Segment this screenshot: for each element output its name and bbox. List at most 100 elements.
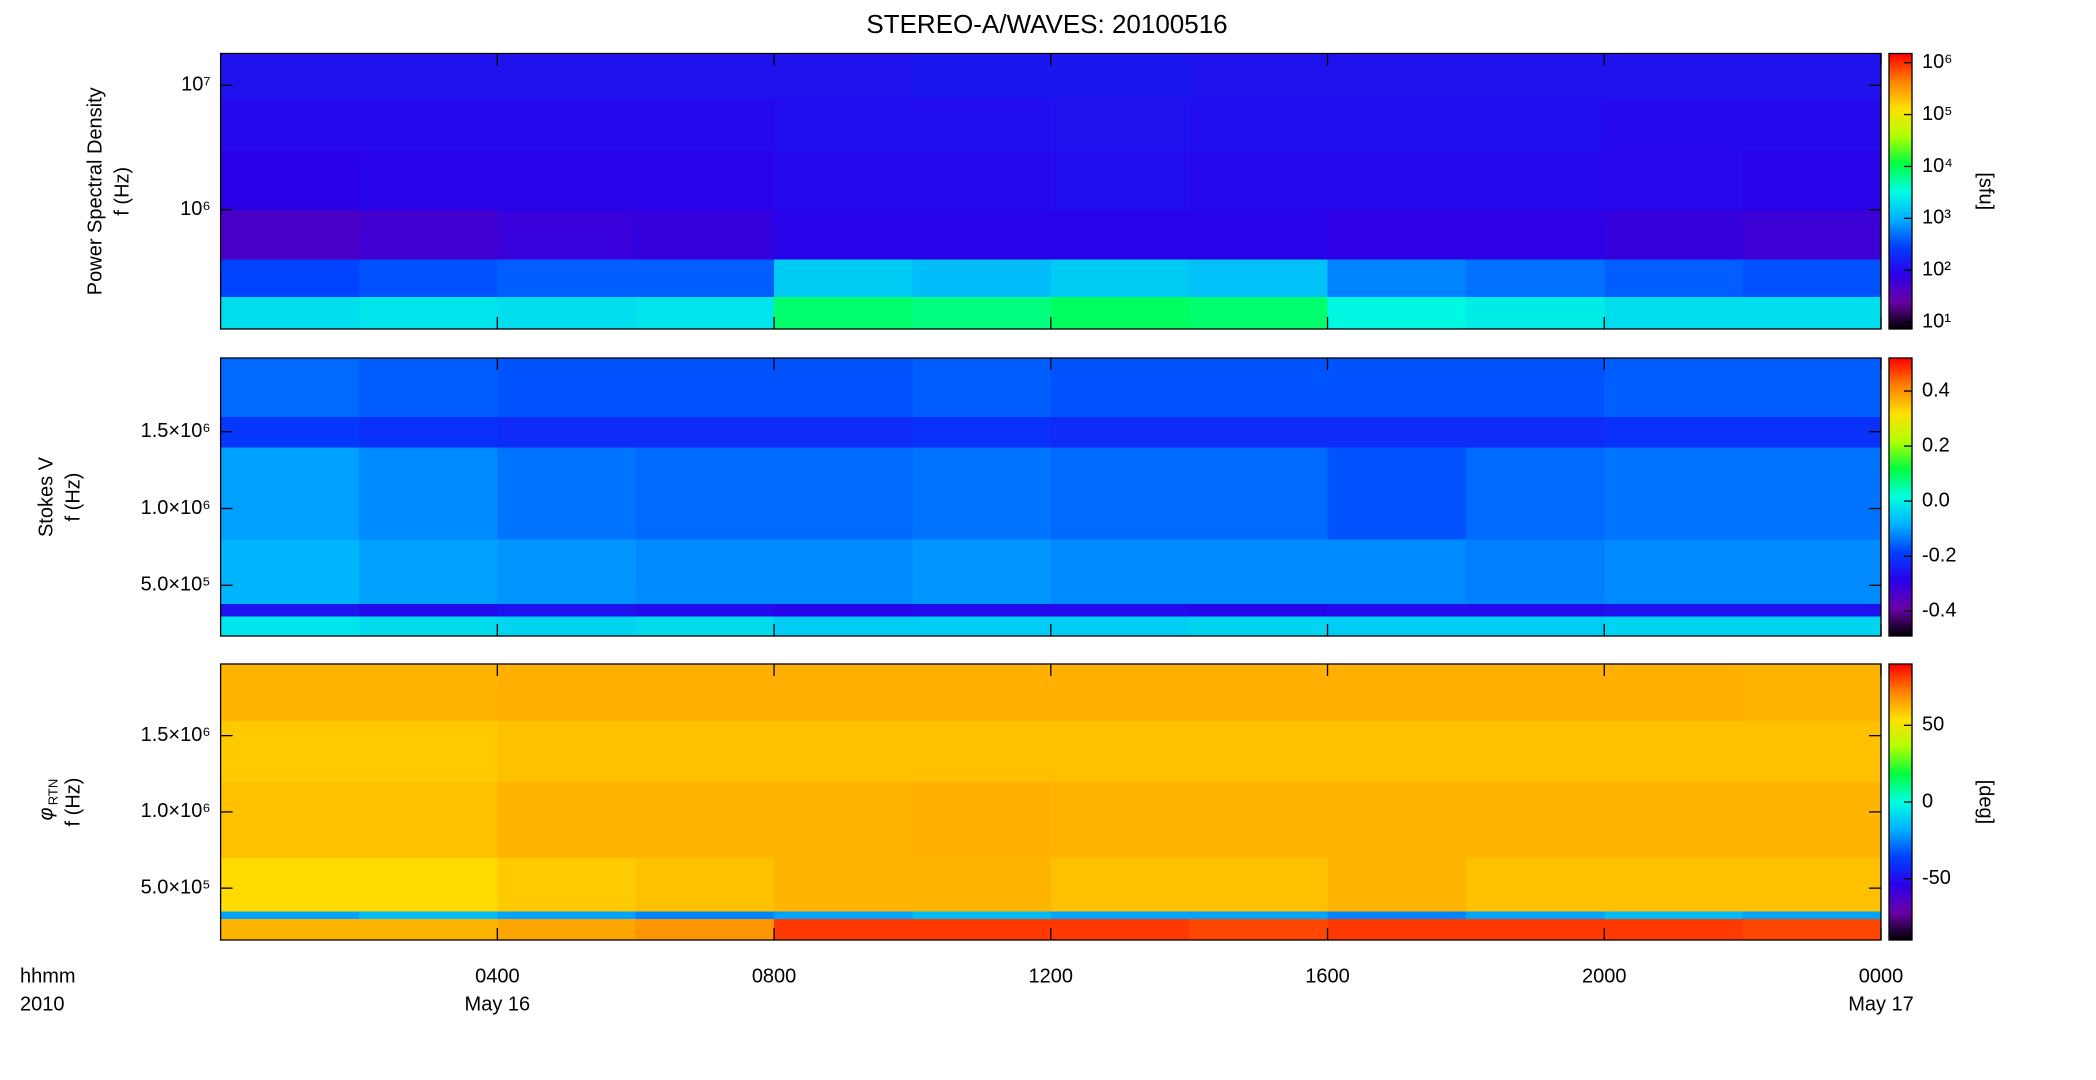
colorbar-tick-label: 50 <box>1922 714 1944 736</box>
y-tick-label: 1.5×10⁶ <box>141 420 211 442</box>
heatmap-cell <box>1050 603 1190 617</box>
heatmap-cell <box>1189 259 1329 298</box>
y-axis-unit-label: f (Hz) <box>62 473 84 522</box>
heatmap-cell <box>1604 97 1744 151</box>
heatmap-cell <box>774 539 913 605</box>
heatmap-cell <box>912 53 1052 98</box>
chart-title: STEREO-A/WAVES: 20100516 <box>866 9 1227 39</box>
heatmap-cell <box>635 911 775 920</box>
y-tick-label: 1.0×10⁶ <box>141 800 211 822</box>
heatmap-cell <box>1050 97 1190 151</box>
heatmap-cell <box>912 150 1052 211</box>
heatmap-cell <box>1604 259 1744 298</box>
heatmap-cell <box>220 603 360 617</box>
heatmap-cell <box>497 97 637 151</box>
colorbar-tick-label: -0.2 <box>1922 544 1956 566</box>
y-tick-label: 10⁷ <box>181 74 210 96</box>
heatmap-cell <box>220 857 360 912</box>
heatmap-cell <box>774 150 913 211</box>
heatmap-cell <box>358 603 498 617</box>
heatmap-cell <box>1465 918 1605 941</box>
heatmap-cell <box>497 416 637 448</box>
heatmap-cell <box>1327 720 1467 782</box>
heatmap-cell <box>774 720 913 782</box>
heatmap-cell <box>220 416 360 448</box>
heatmap-cell <box>358 296 498 330</box>
heatmap-cell <box>1604 664 1744 721</box>
heatmap-cell <box>220 911 360 920</box>
heatmap-cell <box>1604 150 1744 211</box>
heatmap-cell <box>220 296 360 330</box>
heatmap-cell <box>1465 358 1605 417</box>
heatmap-cell <box>1050 209 1190 260</box>
heatmap-cell <box>1327 150 1467 211</box>
heatmap-cell <box>774 97 913 151</box>
heatmap-cell <box>1050 150 1190 211</box>
heatmap-cell <box>1327 296 1467 330</box>
heatmap-cell <box>1189 781 1329 859</box>
heatmap-cell <box>1742 720 1882 782</box>
colorbar-tick-label: 10¹ <box>1922 310 1951 332</box>
heatmap-cell <box>220 97 360 151</box>
y-axis-label: Stokes V <box>35 456 57 537</box>
heatmap-cell <box>497 539 637 605</box>
heatmap-cell <box>1742 918 1882 941</box>
heatmap-cell <box>220 259 360 298</box>
heatmap-cell <box>1327 447 1467 540</box>
heatmap-cell <box>912 720 1052 782</box>
heatmap-cell <box>358 416 498 448</box>
heatmap-cell <box>358 97 498 151</box>
heatmap-cell <box>635 358 775 417</box>
heatmap-cell <box>635 918 775 941</box>
heatmap-cell <box>1327 603 1467 617</box>
heatmap-cell <box>358 259 498 298</box>
heatmap-cell <box>220 616 360 637</box>
heatmap-cell <box>1465 539 1605 605</box>
heatmap-cell <box>1465 664 1605 721</box>
heatmap-cell <box>1327 857 1467 912</box>
heatmap-cell <box>1327 616 1467 637</box>
heatmap-cell <box>497 603 637 617</box>
heatmap-cell <box>1189 209 1329 260</box>
heatmap-cell <box>1189 447 1329 540</box>
heatmap-cell <box>912 616 1052 637</box>
heatmap-cell <box>1189 539 1329 605</box>
heatmap-cell <box>635 209 775 260</box>
heatmap-cell <box>220 781 360 859</box>
heatmap-cell <box>912 447 1052 540</box>
heatmap-cell <box>774 664 913 721</box>
heatmap-cell <box>497 616 637 637</box>
heatmap-cell <box>1327 781 1467 859</box>
y-axis-unit-label: f (Hz) <box>62 778 84 827</box>
heatmap-cell <box>1742 97 1882 151</box>
heatmap-cell <box>1465 857 1605 912</box>
heatmap-cell <box>497 53 637 98</box>
heatmap-cell <box>1465 616 1605 637</box>
heatmap-cell <box>1742 150 1882 211</box>
x-tick-label: 0400 <box>475 965 520 987</box>
heatmap-cell <box>1465 911 1605 920</box>
heatmap-cell <box>1604 209 1744 260</box>
heatmap-cell <box>774 857 913 912</box>
heatmap-cell <box>774 781 913 859</box>
heatmap-cell <box>774 358 913 417</box>
heatmap-cell <box>358 664 498 721</box>
colorbar-tick-label: 0 <box>1922 790 1933 812</box>
heatmap-cell <box>220 53 360 98</box>
heatmap-cell <box>1189 296 1329 330</box>
heatmap-cell <box>1604 296 1744 330</box>
heatmap-cell <box>220 447 360 540</box>
x-axis-year-label: 2010 <box>20 993 65 1015</box>
y-tick-label: 10⁶ <box>180 198 210 220</box>
heatmap-cell <box>1742 911 1882 920</box>
heatmap-cell <box>774 296 913 330</box>
heatmap-cell <box>1604 911 1744 920</box>
heatmap-cell <box>1050 539 1190 605</box>
heatmap-cell <box>220 209 360 260</box>
heatmap-cell <box>358 209 498 260</box>
heatmap-cell <box>1465 150 1605 211</box>
heatmap-cell <box>1189 358 1329 417</box>
heatmap-cell <box>1189 53 1329 98</box>
heatmap-cell <box>497 259 637 298</box>
heatmap-cell <box>1189 416 1329 448</box>
